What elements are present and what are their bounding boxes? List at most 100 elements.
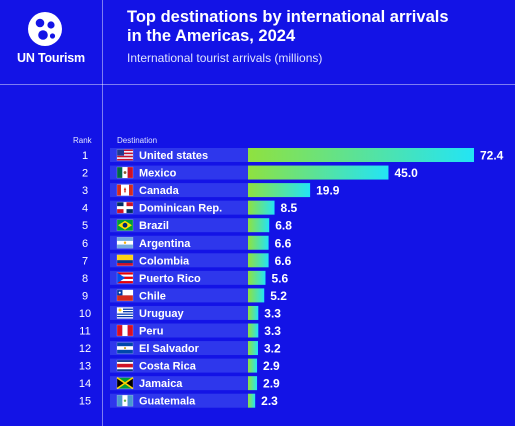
destination-label-band <box>110 183 248 198</box>
rank-label: 3 <box>82 185 88 197</box>
guatemala-flag-icon <box>116 394 134 407</box>
bar-row: 6 Argentina 6.6 <box>82 235 292 250</box>
argentina-flag-icon <box>116 237 134 249</box>
destination-label-band <box>110 305 248 320</box>
value-label: 8.5 <box>281 201 298 215</box>
bar <box>248 200 275 215</box>
brand-name: UN Tourism <box>17 51 85 65</box>
destination-label: Peru <box>139 326 163 338</box>
value-label: 72.4 <box>480 149 504 163</box>
vertical-divider <box>102 0 103 426</box>
bar <box>248 393 256 408</box>
bar-row: 3 Canada 19.9 <box>82 183 340 198</box>
value-label: 2.9 <box>263 359 280 373</box>
rank-label: 14 <box>79 378 91 390</box>
destination-label: Brazil <box>139 220 169 232</box>
us-flag-icon <box>116 149 134 161</box>
value-label: 6.8 <box>275 219 292 233</box>
bar-row: 13 Costa Rica 2.9 <box>79 358 280 373</box>
brazil-flag-icon <box>116 219 134 231</box>
bar <box>248 148 474 162</box>
bar <box>248 218 270 233</box>
bar <box>248 323 259 338</box>
destination-label-band <box>110 200 248 215</box>
bar <box>248 358 258 373</box>
destination-label: Guatemala <box>139 396 196 408</box>
bar-row: 2 Mexico 45.0 <box>82 165 418 180</box>
destination-label: Mexico <box>139 168 177 180</box>
bar <box>248 341 258 356</box>
rank-label: 10 <box>79 308 91 320</box>
peru-flag-icon <box>116 324 134 337</box>
bar <box>248 305 259 320</box>
destination-label: Colombia <box>139 255 190 267</box>
destination-label-band <box>110 393 248 408</box>
destination-label: Chile <box>139 290 166 302</box>
destination-label: Dominican Rep. <box>139 203 222 215</box>
value-label: 2.3 <box>261 394 278 408</box>
destination-label-band <box>110 165 248 180</box>
bar <box>248 235 269 250</box>
bar <box>248 253 269 268</box>
destination-column-header: Destination <box>117 136 158 145</box>
chart-subtitle: International tourist arrivals (millions… <box>127 51 323 65</box>
rank-label: 2 <box>82 168 88 180</box>
colombia-flag-icon <box>116 254 134 267</box>
value-label: 6.6 <box>275 254 292 268</box>
destination-label-band <box>110 358 248 373</box>
destination-label-band <box>110 288 248 303</box>
destination-label: United states <box>139 150 208 162</box>
destination-label: Costa Rica <box>139 361 197 373</box>
bar-row: 10 Uruguay 3.3 <box>79 305 281 320</box>
bar <box>248 183 311 198</box>
rank-column-header: Rank <box>73 136 92 145</box>
uruguay-flag-icon <box>116 307 134 319</box>
destination-label-band <box>110 148 248 162</box>
destination-label: Puerto Rico <box>139 273 201 285</box>
rank-label: 5 <box>82 220 88 232</box>
destination-label-band <box>110 270 248 285</box>
chart-title: Top destinations by international arriva… <box>127 8 507 46</box>
value-label: 5.6 <box>271 271 288 285</box>
bar-row: 11 Peru 3.3 <box>79 323 281 338</box>
destination-label: Jamaica <box>139 378 183 390</box>
un-tourism-logo-icon <box>28 12 62 46</box>
destination-label-band <box>110 341 248 356</box>
destination-label-band <box>110 253 248 268</box>
horizontal-divider <box>0 84 515 85</box>
bar <box>248 270 266 285</box>
rank-label: 11 <box>79 326 90 338</box>
puerto-rico-flag-icon <box>116 272 134 284</box>
value-label: 3.3 <box>264 306 281 320</box>
jamaica-flag-icon <box>116 376 134 390</box>
bar-row: 15 Guatemala 2.3 <box>79 393 278 408</box>
canada-flag-icon <box>116 184 134 196</box>
bar-row: 12 El Salvador 3.2 <box>79 341 281 356</box>
destination-label: Canada <box>139 185 180 197</box>
dominican-republic-flag-icon <box>116 201 134 214</box>
el-salvador-flag-icon <box>116 342 134 354</box>
bar-row: 8 Puerto Rico 5.6 <box>82 270 288 285</box>
destination-label-band <box>110 218 248 233</box>
value-label: 19.9 <box>316 184 340 198</box>
destination-label: El Salvador <box>139 343 200 355</box>
rank-label: 1 <box>82 150 88 162</box>
chart-title-line-1: Top destinations by international arriva… <box>127 8 449 26</box>
rank-label: 15 <box>79 396 91 408</box>
destination-label-band <box>110 376 248 391</box>
value-label: 2.9 <box>263 377 280 391</box>
rank-label: 9 <box>82 290 88 302</box>
rank-label: 6 <box>82 238 88 250</box>
bar <box>248 288 265 303</box>
chart-title-line-2: in the Americas, 2024 <box>127 27 296 45</box>
mexico-flag-icon <box>116 166 134 179</box>
bar-row: 5 Brazil 6.8 <box>82 218 292 233</box>
rank-label: 8 <box>82 273 88 285</box>
destination-label-band <box>110 235 248 250</box>
bar <box>248 165 389 180</box>
costa-rica-flag-icon <box>116 359 134 372</box>
value-label: 3.2 <box>264 342 281 356</box>
value-label: 6.6 <box>275 236 292 250</box>
bar <box>248 376 258 391</box>
